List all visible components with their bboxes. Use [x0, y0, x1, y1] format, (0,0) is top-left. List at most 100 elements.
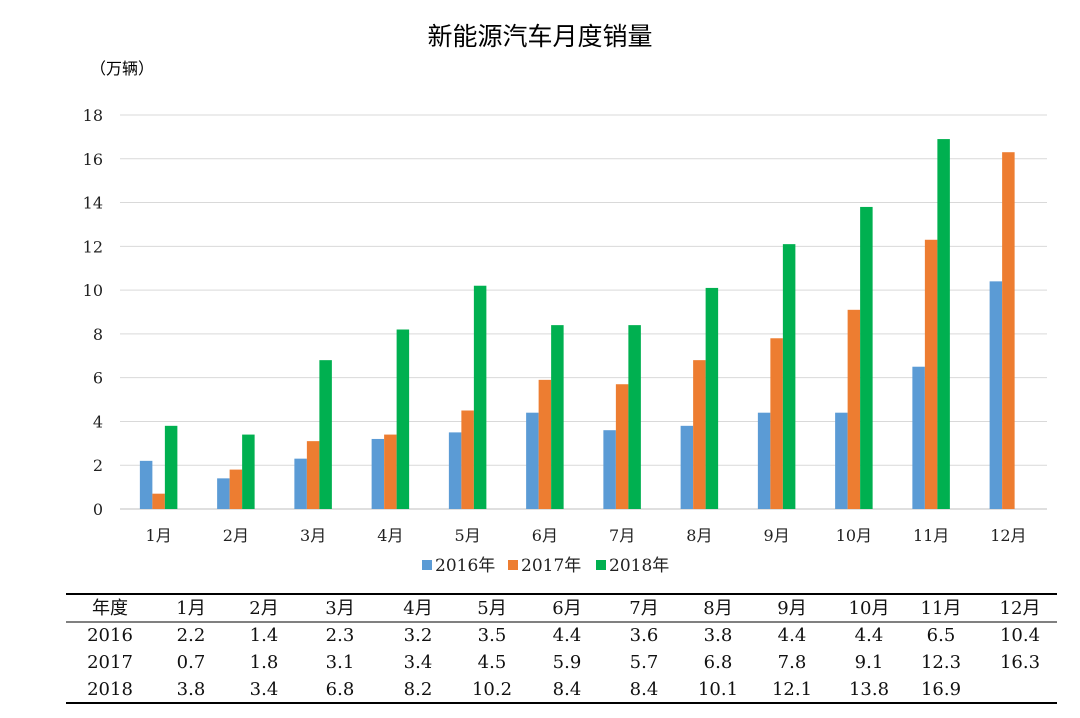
table-cell: 16.3 [1000, 652, 1040, 673]
bar-2017年-6月 [538, 379, 552, 509]
table-cell: 10.1 [698, 679, 738, 700]
y-tick-label: 8 [93, 325, 103, 344]
table-header-cell: 9月 [777, 598, 806, 619]
bars [139, 139, 1015, 510]
x-tick-label: 11月 [913, 526, 949, 545]
table-cell: 3.6 [630, 625, 659, 646]
bar-2017年-1月 [152, 493, 165, 509]
x-tick-label: 4月 [377, 526, 403, 545]
bar-2016年-11月 [912, 366, 925, 509]
table-cell: 4.4 [855, 625, 884, 646]
bar-2018年-5月 [473, 285, 487, 509]
bar-2017年-10月 [847, 309, 861, 509]
y-tick-label: 6 [93, 369, 103, 388]
bar-2018年-1月 [164, 425, 178, 509]
bar-2018年-3月 [319, 360, 332, 509]
table-cell: 3.5 [478, 625, 507, 646]
bar-2016年-8月 [680, 425, 694, 509]
table-cell: 6.8 [326, 679, 355, 700]
chart-title: 新能源汽车月度销量 [427, 22, 652, 51]
bar-2016年-12月 [989, 281, 1003, 509]
table-cell: 2.2 [177, 625, 206, 646]
table-cell: 3.4 [404, 652, 433, 673]
legend-label: 2018年 [609, 556, 669, 576]
table-cell: 2016 [87, 625, 133, 646]
x-tick-label: 6月 [532, 526, 558, 545]
table-cell: 4.5 [478, 652, 507, 673]
bar-2016年-5月 [448, 432, 462, 509]
bar-2017年-4月 [384, 434, 397, 509]
y-tick-label: 18 [83, 106, 103, 125]
y-tick-labels: 0 2 4 6 8 10 12 14 16 18 [83, 106, 103, 519]
bar-2017年-12月 [1002, 152, 1015, 509]
y-tick-label: 14 [83, 194, 103, 213]
table-header-cell: 1月 [176, 598, 205, 619]
y-tick-label: 0 [93, 500, 103, 519]
x-tick-label: 9月 [764, 526, 790, 545]
table-cell: 6.8 [704, 652, 733, 673]
legend-swatch [422, 560, 432, 570]
bar-2017年-5月 [461, 410, 474, 509]
bar-2016年-7月 [603, 430, 616, 509]
legend: 2016年 2017年 2018年 [422, 556, 669, 576]
bar-2018年-4月 [396, 329, 410, 509]
y-tick-label: 16 [83, 150, 103, 169]
bar-2017年-8月 [693, 360, 706, 509]
table-cell: 3.4 [250, 679, 279, 700]
table-header-cell: 7月 [629, 598, 658, 619]
x-tick-label: 10月 [836, 526, 872, 545]
table-cell: 7.8 [778, 652, 807, 673]
legend-label: 2016年 [435, 556, 495, 576]
table-header-cell: 2月 [249, 598, 278, 619]
y-axis-unit: （万辆） [90, 59, 154, 78]
bar-2016年-9月 [757, 412, 771, 509]
table-header-cell: 3月 [325, 598, 354, 619]
bar-2016年-1月 [139, 460, 153, 509]
table-cell: 12.3 [921, 652, 961, 673]
table-cell: 13.8 [849, 679, 889, 700]
table-cell: 10.4 [1000, 625, 1040, 646]
y-tick-label: 10 [83, 281, 103, 300]
bar-2016年-4月 [371, 438, 385, 509]
x-tick-label: 12月 [990, 526, 1026, 545]
table-cell: 3.8 [177, 679, 206, 700]
table-cell: 12.1 [772, 679, 812, 700]
table-cell: 8.4 [553, 679, 582, 700]
table-cell: 5.9 [553, 652, 582, 673]
x-tick-label: 2月 [223, 526, 249, 545]
bar-2017年-2月 [229, 469, 243, 509]
bar-2018年-11月 [937, 139, 950, 510]
table-cell: 8.4 [630, 679, 659, 700]
bar-2016年-6月 [526, 412, 539, 509]
table-cell: 2018 [87, 679, 133, 700]
table-cell: 2.3 [326, 625, 355, 646]
bar-2018年-8月 [705, 287, 719, 509]
bar-2018年-10月 [860, 206, 873, 509]
table-cell: 10.2 [472, 679, 512, 700]
bar-2017年-3月 [306, 441, 320, 509]
bar-2018年-2月 [242, 434, 255, 509]
y-tick-label: 4 [93, 412, 103, 431]
table-header-cell: 6月 [552, 598, 581, 619]
table-cell: 3.2 [404, 625, 433, 646]
table-cell: 1.8 [250, 652, 279, 673]
table-cell: 3.8 [704, 625, 733, 646]
x-tick-label: 8月 [686, 526, 712, 545]
legend-label: 2017年 [521, 556, 581, 576]
table-header-cell: 4月 [403, 598, 432, 619]
legend-swatch [596, 560, 606, 570]
table-header-cell: 8月 [703, 598, 732, 619]
table-cell: 6.5 [927, 625, 956, 646]
x-tick-label: 1月 [146, 526, 172, 545]
legend-swatch [508, 560, 518, 570]
bar-2016年-2月 [217, 478, 230, 509]
table-header-cell: 12月 [1000, 598, 1041, 619]
table-cell: 16.9 [921, 679, 961, 700]
bar-2016年-3月 [294, 458, 307, 509]
bar-2018年-9月 [782, 244, 796, 509]
x-tick-label: 5月 [455, 526, 481, 545]
x-tick-label: 7月 [609, 526, 635, 545]
table-header-cell: 5月 [477, 598, 506, 619]
table-cell: 2017 [87, 652, 133, 673]
